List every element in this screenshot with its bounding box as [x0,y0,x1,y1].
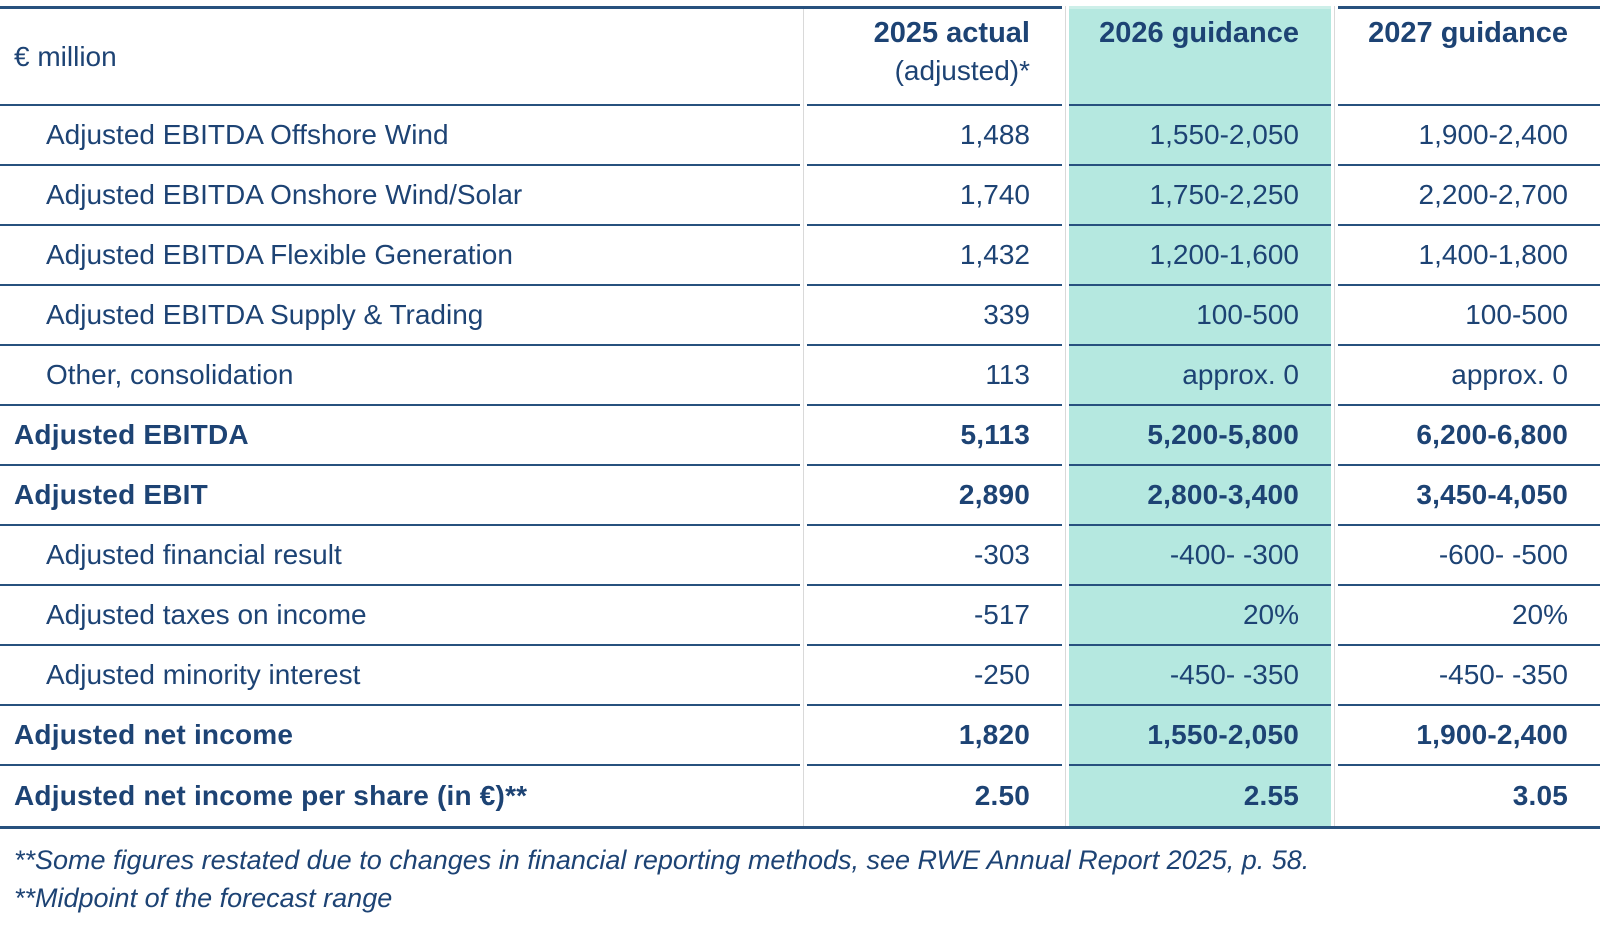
value-2026-guidance: -450- -350 [1069,646,1331,706]
column-divider [1331,286,1338,346]
column-divider [1062,226,1069,286]
value-2027-guidance: 1,900-2,400 [1338,706,1600,766]
value-2025-actual: 2.50 [807,766,1062,826]
value-2026-guidance: -400- -300 [1069,526,1331,586]
column-divider [1331,346,1338,406]
column-divider [1062,106,1069,166]
column-divider [800,706,807,766]
column-divider [800,466,807,526]
column-divider [800,286,807,346]
column-divider [1331,526,1338,586]
column-divider [800,226,807,286]
value-2026-guidance: 5,200-5,800 [1069,406,1331,466]
column-divider [800,766,807,826]
value-2027-guidance: 1,400-1,800 [1338,226,1600,286]
footnotes: **Some figures restated due to changes i… [0,829,1600,918]
footnote-restated: **Some figures restated due to changes i… [14,845,1310,875]
column-divider [800,526,807,586]
value-2026-guidance: 2.55 [1069,766,1331,826]
value-2026-guidance: 1,200-1,600 [1069,226,1331,286]
value-2025-actual: 339 [807,286,1062,346]
value-2027-guidance: 20% [1338,586,1600,646]
value-2026-guidance: 1,750-2,250 [1069,166,1331,226]
column-divider [800,586,807,646]
column-divider [1062,466,1069,526]
value-2027-guidance: 3,450-4,050 [1338,466,1600,526]
column-divider [1331,166,1338,226]
column-divider [1062,766,1069,826]
column-divider [800,106,807,166]
column-divider [1331,226,1338,286]
row-label: Adjusted EBITDA Flexible Generation [0,226,800,286]
value-2025-actual: -250 [807,646,1062,706]
value-2027-guidance: 3.05 [1338,766,1600,826]
value-2027-guidance: 2,200-2,700 [1338,166,1600,226]
value-2025-actual: -517 [807,586,1062,646]
value-2026-guidance: approx. 0 [1069,346,1331,406]
column-divider [1062,346,1069,406]
column-header-2027-title: 2027 guidance [1368,17,1568,49]
row-label: Adjusted EBIT [0,466,800,526]
value-2026-guidance: 100-500 [1069,286,1331,346]
column-divider [800,346,807,406]
column-divider [1062,586,1069,646]
value-2025-actual: 5,113 [807,406,1062,466]
value-2025-actual: 113 [807,346,1062,406]
row-label: Adjusted EBITDA Supply & Trading [0,286,800,346]
column-divider [1062,646,1069,706]
value-2027-guidance: -600- -500 [1338,526,1600,586]
column-divider [1062,286,1069,346]
row-label: Adjusted net income per share (in €)** [0,766,800,826]
value-2027-guidance: 100-500 [1338,286,1600,346]
row-label: Adjusted financial result [0,526,800,586]
value-2025-actual: 1,740 [807,166,1062,226]
unit-label: € million [0,6,800,106]
column-divider [1062,706,1069,766]
column-divider [1331,6,1338,106]
column-header-2025-subtitle: (adjusted)* [894,54,1030,86]
column-header-2027-guidance: 2027 guidance [1338,6,1600,106]
column-header-2026-title: 2026 guidance [1099,17,1299,49]
row-label: Adjusted EBITDA [0,406,800,466]
column-divider [800,646,807,706]
column-divider [800,6,807,106]
column-divider [1062,166,1069,226]
column-divider [1331,106,1338,166]
row-label: Other, consolidation [0,346,800,406]
column-divider [1062,406,1069,466]
row-label: Adjusted minority interest [0,646,800,706]
column-divider [1062,6,1069,106]
column-divider [1062,526,1069,586]
value-2025-actual: 1,820 [807,706,1062,766]
column-divider [1331,466,1338,526]
value-2027-guidance: -450- -350 [1338,646,1600,706]
column-header-2026-guidance: 2026 guidance [1069,6,1331,106]
guidance-table: € million 2025 actual (adjusted)* 2026 g… [0,6,1600,829]
value-2026-guidance: 2,800-3,400 [1069,466,1331,526]
column-divider [1331,646,1338,706]
value-2026-guidance: 20% [1069,586,1331,646]
value-2027-guidance: approx. 0 [1338,346,1600,406]
row-label: Adjusted net income [0,706,800,766]
value-2025-actual: 1,432 [807,226,1062,286]
column-divider [1331,706,1338,766]
value-2025-actual: 2,890 [807,466,1062,526]
column-divider [800,406,807,466]
column-divider [1331,766,1338,826]
column-header-2025-title: 2025 actual [873,17,1030,49]
column-divider [1331,406,1338,466]
footnote-midpoint: **Midpoint of the forecast range [14,883,393,914]
column-divider [800,166,807,226]
value-2026-guidance: 1,550-2,050 [1069,106,1331,166]
row-label: Adjusted EBITDA Onshore Wind/Solar [0,166,800,226]
column-header-2025-actual: 2025 actual (adjusted)* [807,6,1062,106]
value-2027-guidance: 6,200-6,800 [1338,406,1600,466]
value-2027-guidance: 1,900-2,400 [1338,106,1600,166]
value-2026-guidance: 1,550-2,050 [1069,706,1331,766]
column-divider [1331,586,1338,646]
row-label: Adjusted taxes on income [0,586,800,646]
value-2025-actual: 1,488 [807,106,1062,166]
value-2025-actual: -303 [807,526,1062,586]
row-label: Adjusted EBITDA Offshore Wind [0,106,800,166]
